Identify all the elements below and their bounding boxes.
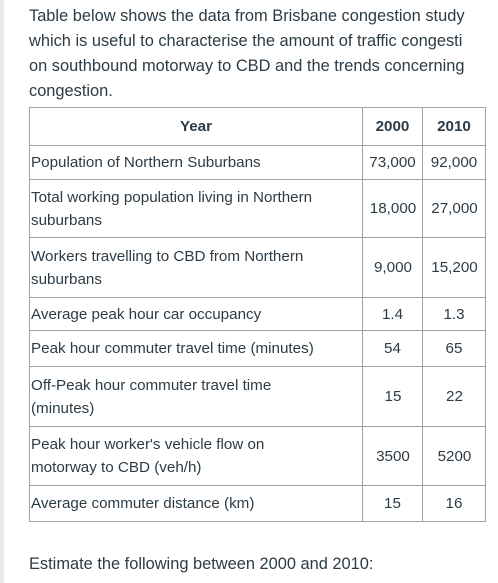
intro-line: congestion.	[29, 82, 113, 100]
table-row: Average peak hour car occupancy 1.4 1.3	[29, 297, 486, 331]
value-2010: 27,000	[422, 179, 486, 238]
row-label-text: Off-Peak hour commuter travel time	[31, 376, 272, 394]
question-prompt: Estimate the following between 2000 and …	[29, 555, 374, 573]
table-row: Peak hour commuter travel time (minutes)…	[29, 330, 486, 367]
value-2010: 1.3	[422, 297, 486, 331]
value-2000: 73,000	[362, 145, 423, 180]
value-2000: 15	[362, 366, 423, 427]
value-2000: 54	[362, 330, 423, 367]
table-row: Workers travelling to CBD from Northern s…	[29, 237, 486, 298]
row-label: Total working population living in North…	[29, 179, 363, 238]
value-2000: 1.4	[362, 297, 423, 331]
row-label-text: Average peak hour car occupancy	[31, 305, 262, 323]
row-label: Off-Peak hour commuter travel time (minut…	[29, 366, 363, 427]
value-2000: 18,000	[362, 179, 423, 238]
row-label-text: Peak hour commuter travel time (minutes)	[31, 340, 314, 357]
row-label: Population of Northern Suburbans	[29, 145, 363, 180]
row-label-text: (minutes)	[31, 399, 95, 417]
value-2000: 9,000	[362, 237, 423, 298]
row-label-text: suburbans	[31, 270, 102, 288]
congestion-data-table: Year 2000 2010 Population of Northern Su…	[29, 107, 486, 522]
intro-line: Table below shows the data from Brisbane…	[29, 7, 465, 25]
row-label-text: suburbans	[31, 211, 102, 229]
table-row: Peak hour worker's vehicle flow on motorw…	[29, 426, 486, 486]
row-label: Average commuter distance (km)	[29, 485, 363, 522]
row-label-text: Average commuter distance (km)	[31, 495, 255, 512]
table-header-row: Year 2000 2010	[29, 107, 486, 146]
header-2000: 2000	[362, 107, 423, 146]
row-label: Average peak hour car occupancy	[29, 297, 363, 331]
value-2000: 15	[362, 485, 423, 522]
table-row: Population of Northern Suburbans 73,000 …	[29, 145, 486, 180]
row-label-text: Workers travelling to CBD from Northern	[31, 247, 304, 265]
table-row: Average commuter distance (km) 15 16	[29, 485, 486, 522]
header-2010: 2010	[422, 107, 486, 146]
intro-line: on southbound motorway to CBD and the tr…	[29, 57, 465, 75]
intro-paragraph: Table below shows the data from Brisbane…	[29, 4, 498, 104]
value-2010: 5200	[422, 426, 486, 486]
row-label-text: Total working population living in North…	[31, 188, 313, 206]
header-year: Year	[29, 107, 363, 146]
value-2000: 3500	[362, 426, 423, 486]
row-label-text: Peak hour worker's vehicle flow on	[31, 436, 265, 453]
content-left-rule	[0, 0, 4, 583]
value-2010: 16	[422, 485, 486, 522]
value-2010: 65	[422, 330, 486, 367]
row-label: Peak hour commuter travel time (minutes)	[29, 330, 363, 367]
intro-line: which is useful to characterise the amou…	[29, 32, 463, 50]
row-label: Workers travelling to CBD from Northern s…	[29, 237, 363, 298]
table-row: Off-Peak hour commuter travel time (minut…	[29, 366, 486, 427]
value-2010: 22	[422, 366, 486, 427]
value-2010: 92,000	[422, 145, 486, 180]
table-row: Total working population living in North…	[29, 179, 486, 238]
row-label: Peak hour worker's vehicle flow on motorw…	[29, 426, 363, 486]
row-label-text: motorway to CBD (veh/h)	[31, 459, 202, 476]
row-label-text: Population of Northern Suburbans	[31, 154, 261, 171]
value-2010: 15,200	[422, 237, 486, 298]
